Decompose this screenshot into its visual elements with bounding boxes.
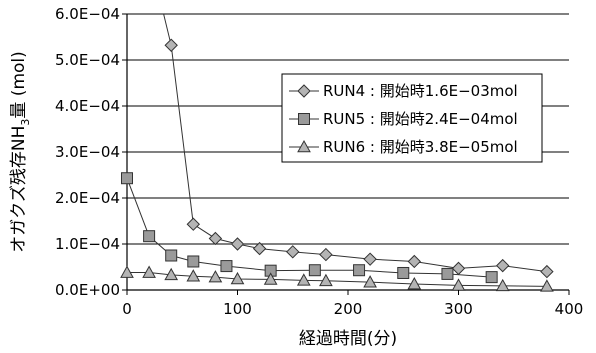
data-point [363,252,377,266]
data-point [540,264,554,279]
data-point [187,255,200,268]
data-point [308,264,321,277]
series-3 [120,265,554,292]
x-axis-ticks: 0 100 200 300 400 [122,290,583,318]
data-point [296,273,311,286]
data-point [319,247,333,262]
data-point [407,254,422,269]
data-point [164,267,179,281]
legend-label: RUN6 : 開始時3.8E−05mol [323,138,518,156]
x-axis-label: 経過時間(分) [299,329,397,349]
legend-marker [297,139,311,153]
data-point [208,231,223,246]
data-point [220,260,233,273]
data-point [363,275,377,288]
data-point [495,258,510,273]
data-point [120,265,134,278]
data-point [319,273,333,287]
data-point [143,230,156,243]
data-point [441,267,454,280]
data-point [286,245,300,259]
y-axis-label-subscript: 3 [19,119,32,126]
x-tick-label: 300 [444,300,473,318]
data-point [485,271,498,284]
data-point [263,272,278,285]
legend-marker [298,113,310,125]
y-tick-label: 2.0E−04 [55,189,120,207]
x-tick-label: 200 [334,300,363,318]
data-point [142,265,156,278]
y-tick-label: 3.0E−04 [55,143,120,161]
data-point [230,271,245,285]
y-axis-label: オガクズ残存NH3量 (mol) [9,51,32,253]
data-point [397,266,410,279]
legend-label: RUN4 : 開始時1.6E−03mol [323,82,518,100]
y-tick-label: 6.0E−04 [55,5,120,23]
y-tick-label: 4.0E−04 [55,97,120,115]
data-point [165,249,178,262]
legend-label: RUN5 : 開始時2.4E−04mol [323,110,518,128]
data-point [407,276,422,290]
legend: RUN4 : 開始時1.6E−03mol RUN5 : 開始時2.4E−04mol… [281,73,543,163]
y-axis-label-suffix: 量 (mol) [9,51,29,118]
legend-item: RUN4 : 開始時1.6E−03mol [289,82,518,100]
y-tick-label: 1.0E−04 [55,235,120,253]
x-tick-label: 0 [122,300,132,318]
legend-box [281,73,543,163]
data-point [540,279,554,292]
data-point [353,264,366,277]
data-point [121,172,133,185]
legend-item: RUN5 : 開始時2.4E−04mol [289,110,518,128]
data-point [164,38,178,52]
y-axis-label-prefix: オガクズ残存NH [9,126,29,253]
data-point [252,241,267,256]
legend-item: RUN6 : 開始時3.8E−05mol [289,138,518,156]
data-point [186,269,201,282]
y-axis-ticks: 0.0E+00 1.0E−04 2.0E−04 3.0E−04 4.0E−04 5.0E−… [55,5,127,299]
data-point [208,270,223,283]
y-tick-label: 5.0E−04 [55,51,120,69]
x-tick-label: 400 [555,300,584,318]
series-1 [163,14,554,279]
x-tick-label: 100 [223,300,252,318]
data-point [495,278,510,292]
legend-marker [297,84,311,98]
series-2 [121,172,498,284]
data-point [230,237,245,251]
y-tick-label: 0.0E+00 [55,281,120,299]
data-point [186,217,201,231]
series-layer [120,14,554,292]
